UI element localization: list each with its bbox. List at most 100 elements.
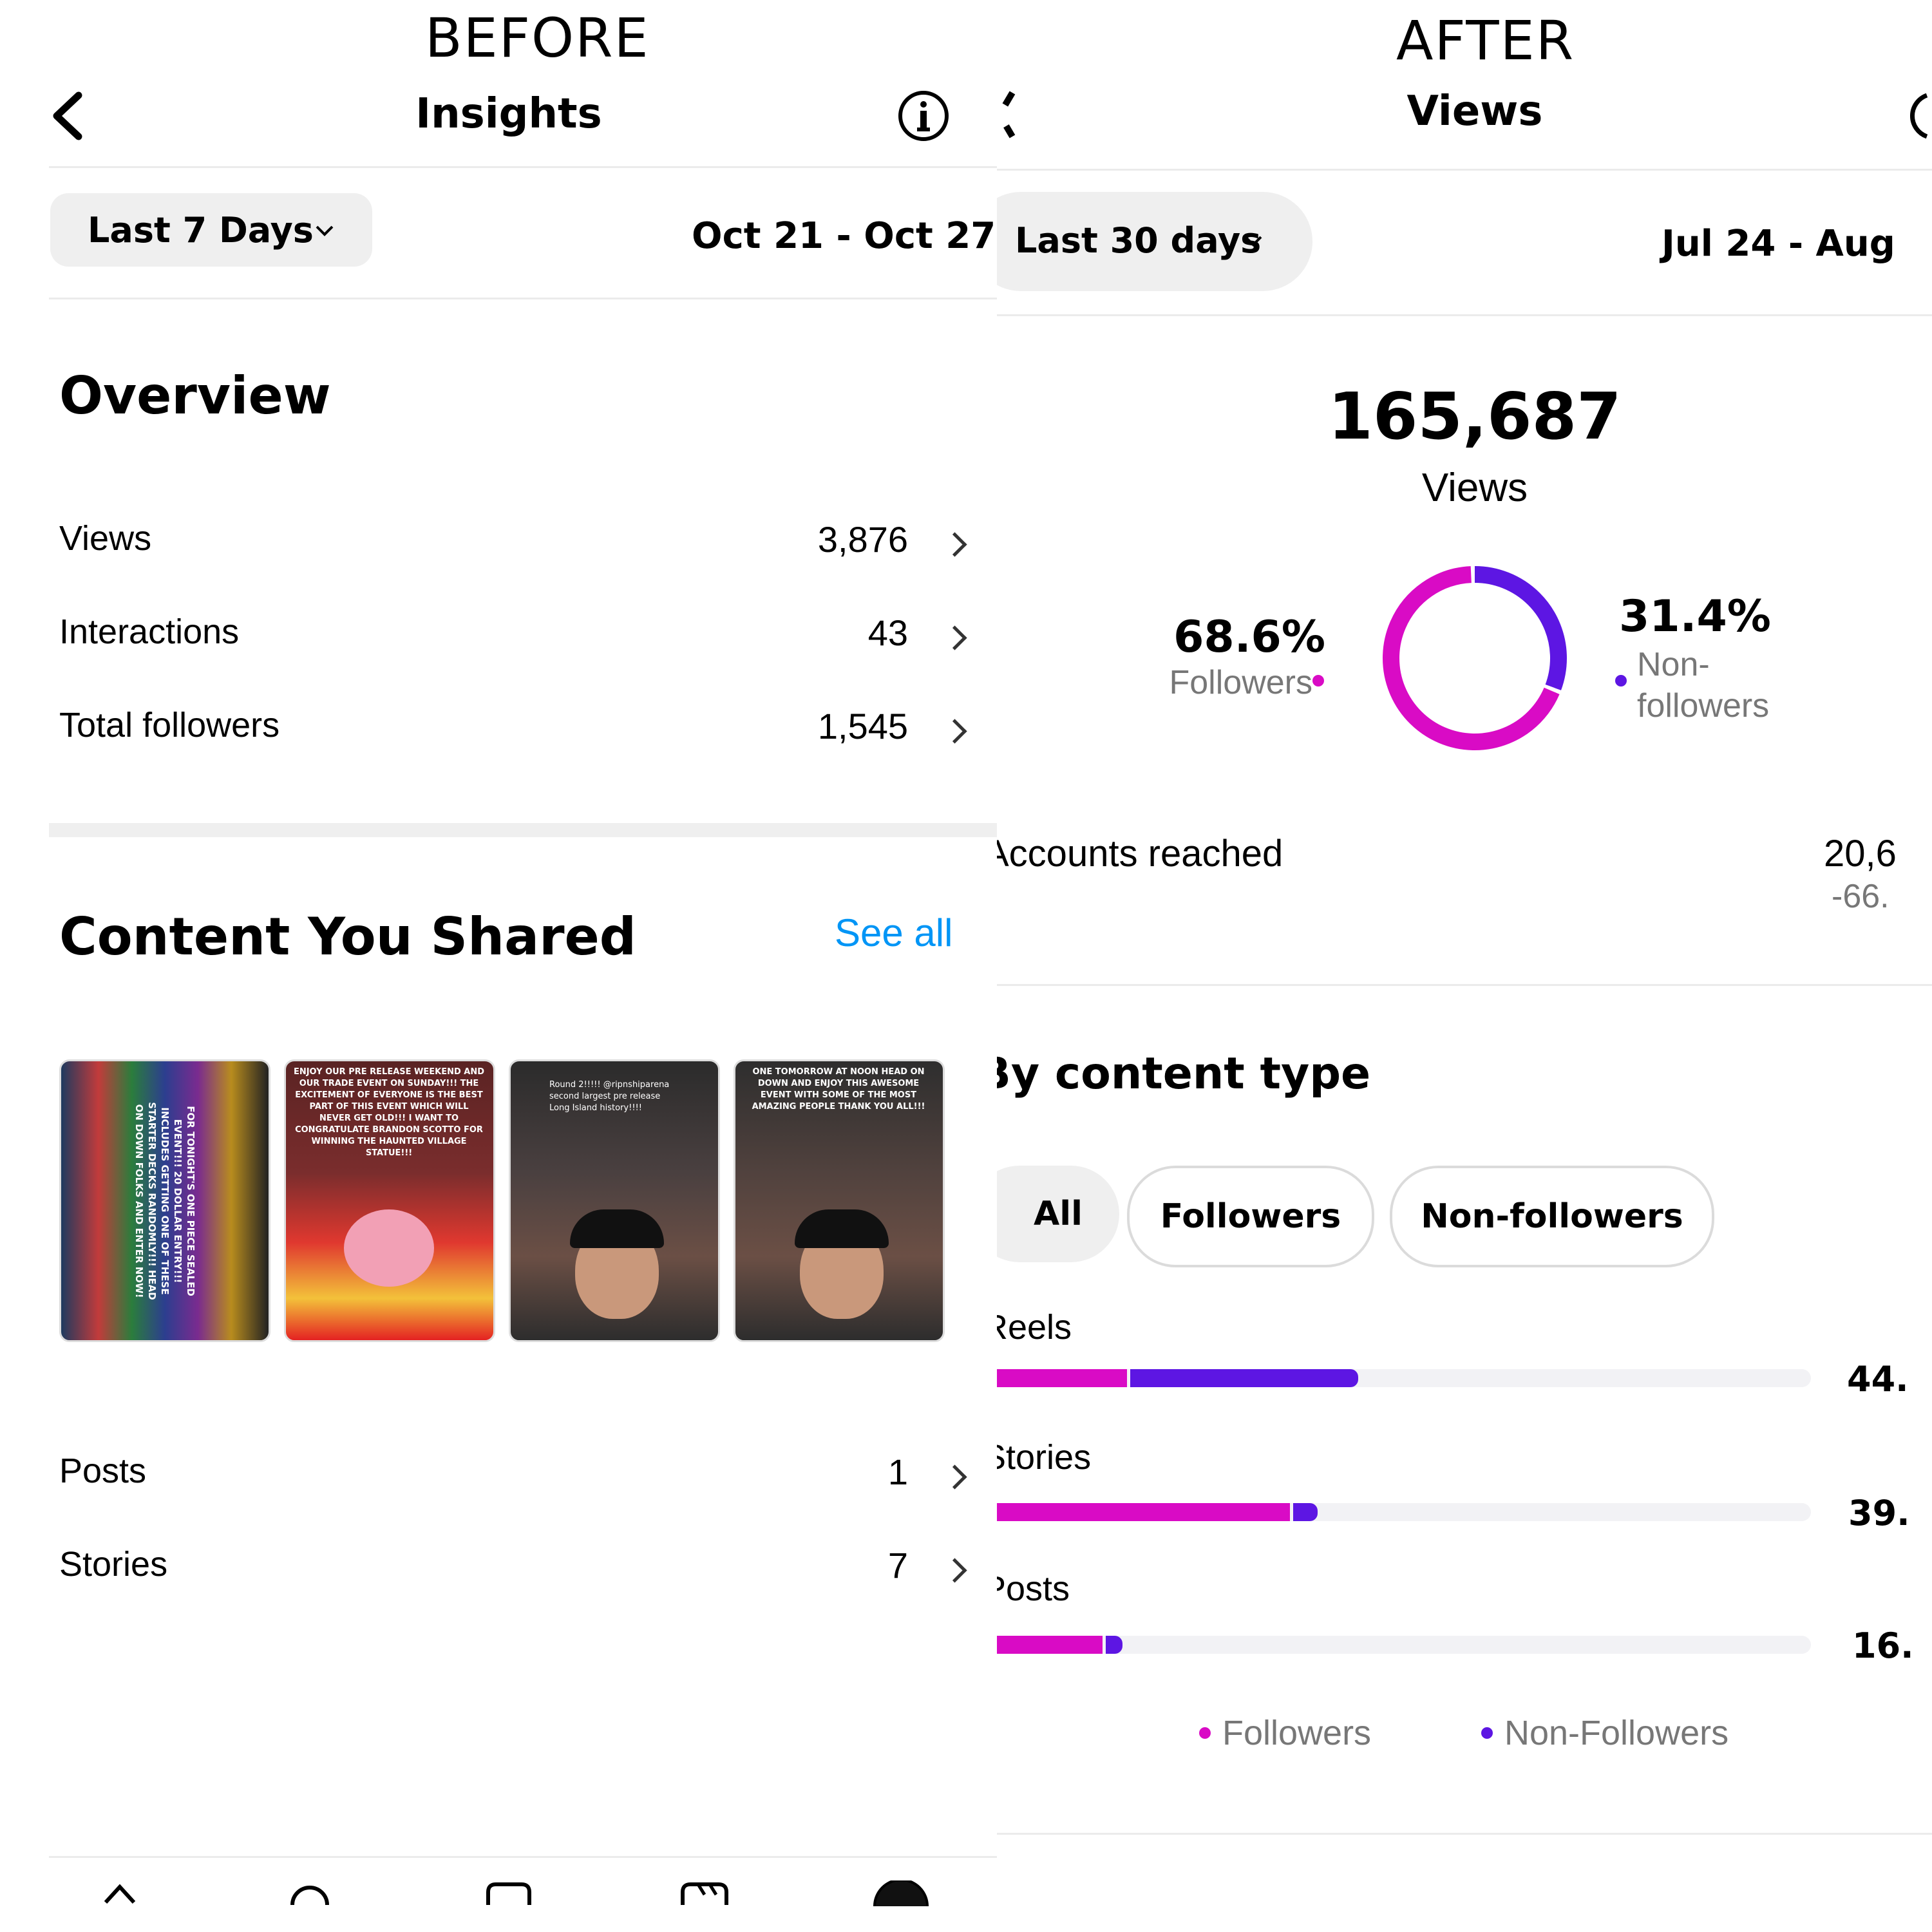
- date-range: Jul 24 - Aug: [1662, 223, 1895, 265]
- nav-divider: [49, 166, 997, 168]
- row-label: Total followers: [59, 706, 280, 744]
- overview-row-interactions[interactable]: Interactions 43: [49, 602, 976, 673]
- legend-followers-label: Followers: [1222, 1714, 1372, 1752]
- row-label: Stories: [59, 1545, 168, 1584]
- before-heading: BEFORE: [425, 6, 650, 70]
- reels-icon[interactable]: [679, 1880, 730, 1906]
- story-thumbnail-3[interactable]: Round 2!!!!! @ripnshiparena second large…: [509, 1059, 720, 1342]
- followers-label: Followers: [1169, 664, 1313, 701]
- row-value: 7: [887, 1545, 908, 1586]
- nav-divider: [997, 169, 1932, 171]
- chevron-down-icon: [316, 225, 334, 236]
- range-divider: [49, 298, 997, 299]
- chevron-down-icon: [1244, 236, 1262, 247]
- content-type-value-reels: 44.: [1847, 1359, 1909, 1399]
- row-value: 3,876: [817, 519, 908, 560]
- chevron-right-icon: [942, 1464, 967, 1490]
- posts-nonfollowers-bar: [1106, 1636, 1122, 1654]
- posts-followers-bar: [997, 1636, 1103, 1654]
- info-icon[interactable]: [1901, 89, 1932, 143]
- row-value: 1: [887, 1452, 908, 1492]
- section-divider: [49, 823, 997, 837]
- thumbnail-caption: ENJOY OUR PRE RELEASE WEEKEND AND OUR TR…: [293, 1067, 485, 1158]
- content-type-label-posts: Posts: [997, 1569, 1070, 1608]
- content-type-label-reels: Reels: [997, 1308, 1072, 1347]
- section-divider: [997, 984, 1932, 986]
- filter-nonfollowers[interactable]: Non-followers: [1390, 1166, 1714, 1267]
- thumbnail-caption: Round 2!!!!! @ripnshiparena second large…: [549, 1080, 670, 1113]
- create-icon[interactable]: [484, 1880, 533, 1906]
- filter-all[interactable]: All: [997, 1166, 1119, 1262]
- stories-followers-bar: [997, 1503, 1291, 1521]
- chevron-right-icon: [942, 719, 967, 744]
- row-label: Posts: [59, 1452, 147, 1490]
- content-row-stories[interactable]: Stories 7: [49, 1535, 976, 1605]
- bottom-divider: [997, 1833, 1932, 1835]
- cap-image: [795, 1209, 889, 1248]
- views-donut-chart: [1383, 566, 1567, 750]
- reels-followers-bar: [997, 1369, 1128, 1387]
- story-thumbnail-2[interactable]: ENJOY OUR PRE RELEASE WEEKEND AND OUR TR…: [284, 1059, 495, 1342]
- range-divider: [997, 314, 1932, 316]
- donut-followers-segment: [1383, 566, 1567, 750]
- content-type-value-posts: 16.: [1852, 1625, 1914, 1666]
- thumbnail-caption: FOR TONIGHT'S ONE PIECE SEALED EVENT!!! …: [133, 1101, 196, 1300]
- legend-followers-dot: [1199, 1727, 1211, 1739]
- story-thumbnail-4[interactable]: ONE TOMORROW AT NOON HEAD ON DOWN AND EN…: [734, 1059, 945, 1342]
- range-label: Last 30 days: [1015, 220, 1262, 261]
- back-button[interactable]: [45, 90, 97, 142]
- filter-followers[interactable]: Followers: [1127, 1166, 1374, 1267]
- posts-bar-track: [997, 1636, 1811, 1654]
- row-value: 43: [867, 612, 908, 653]
- date-range-selector[interactable]: Last 30 days: [997, 192, 1312, 291]
- overview-title: Overview: [59, 366, 331, 426]
- content-row-posts[interactable]: Posts 1: [49, 1441, 976, 1512]
- info-button[interactable]: [896, 89, 951, 143]
- back-arrow-icon[interactable]: [997, 88, 1016, 142]
- nonfollowers-dot: [1615, 675, 1627, 687]
- content-type-label-stories: Stories: [997, 1438, 1092, 1477]
- accounts-reached-change: -66.: [1832, 878, 1889, 915]
- figure-image: [344, 1209, 434, 1287]
- row-value: 1,545: [817, 706, 908, 746]
- cap-image: [570, 1209, 664, 1248]
- date-range: Oct 21 - Oct 27: [692, 215, 996, 257]
- thumbnail-caption: ONE TOMORROW AT NOON HEAD ON DOWN AND EN…: [752, 1067, 925, 1112]
- accounts-reached-row[interactable]: Accounts reached 20,6 -66.: [997, 824, 1932, 934]
- thumbnail-text-area: FOR TONIGHT'S ONE PIECE SEALED EVENT!!! …: [61, 1061, 269, 1340]
- overview-row-total-followers[interactable]: Total followers 1,545: [49, 696, 976, 766]
- content-shared-title: Content You Shared: [59, 907, 637, 967]
- story-thumbnail-1[interactable]: FOR TONIGHT'S ONE PIECE SEALED EVENT!!! …: [59, 1059, 270, 1342]
- date-range-selector[interactable]: Last 7 Days: [50, 193, 372, 267]
- followers-percent: 68.6%: [1173, 612, 1325, 663]
- home-icon[interactable]: [102, 1880, 138, 1906]
- page-title: Views: [1406, 88, 1543, 135]
- nonfollowers-percent: 31.4%: [1619, 591, 1771, 642]
- accounts-reached-label: Accounts reached: [997, 833, 1283, 875]
- before-panel: BEFORE Insights Last 7 Days Oct 21 - Oct…: [45, 6, 997, 1906]
- donut-nonfollowers-segment: [1383, 566, 1567, 750]
- tabbar-divider: [49, 1856, 997, 1858]
- row-label: Interactions: [59, 612, 240, 651]
- by-content-type-title: By content type: [997, 1048, 1371, 1099]
- views-label: Views: [1421, 466, 1528, 510]
- overview-row-views[interactable]: Views 3,876: [49, 509, 976, 580]
- after-panel: AFTER Views Last 30 days Jul 24 - Aug 16…: [997, 0, 1932, 1932]
- nonfollowers-label: Non-followers: [1637, 646, 1770, 724]
- see-all-link[interactable]: See all: [835, 911, 953, 954]
- row-label: Views: [59, 519, 152, 558]
- chevron-right-icon: [942, 625, 967, 650]
- search-icon[interactable]: [287, 1880, 332, 1906]
- info-icon: [898, 91, 949, 141]
- page-title: Insights: [415, 90, 602, 138]
- total-views: 165,687: [1328, 379, 1622, 454]
- back-arrow-icon: [53, 91, 82, 140]
- legend-nonfollowers-dot: [1481, 1727, 1493, 1739]
- reels-nonfollowers-bar: [1130, 1369, 1359, 1387]
- content-type-value-stories: 39.: [1848, 1493, 1910, 1533]
- chevron-right-icon: [942, 532, 967, 557]
- range-label: Last 7 Days: [88, 210, 314, 251]
- profile-avatar-icon[interactable]: [872, 1880, 930, 1906]
- after-heading: AFTER: [1396, 9, 1575, 72]
- stories-nonfollowers-bar: [1293, 1503, 1318, 1521]
